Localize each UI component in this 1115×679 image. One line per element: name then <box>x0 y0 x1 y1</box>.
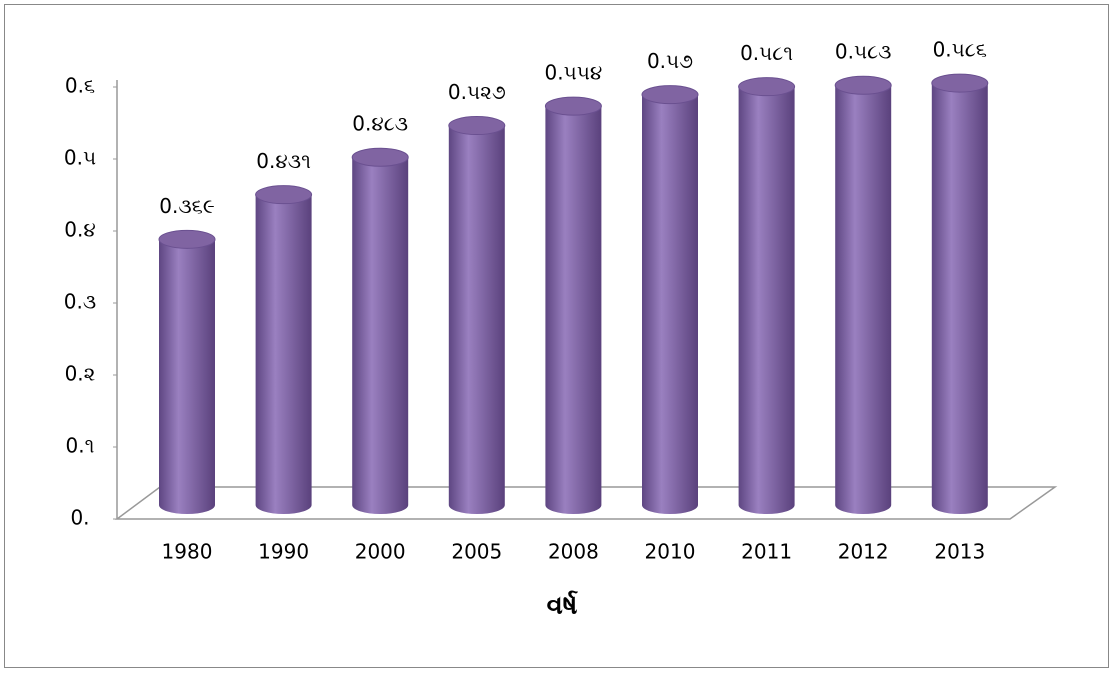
data-label: 0.૪૮૩ <box>352 112 408 136</box>
y-tick-label: 0.૪ <box>64 218 95 242</box>
y-tick-label: 0.૧ <box>66 434 95 458</box>
bar <box>158 229 216 514</box>
bar-cap <box>544 96 602 116</box>
data-label: 0.૫૫૪ <box>545 61 603 85</box>
x-tick-label: 1990 <box>258 540 309 564</box>
bar-cap <box>255 185 313 205</box>
bar-cap <box>834 75 892 95</box>
data-label: 0.૩૬૯ <box>159 194 215 218</box>
x-tick-label: 2012 <box>838 540 889 564</box>
bar <box>834 75 892 515</box>
data-label: 0.૫૮૩ <box>835 40 892 64</box>
bar <box>544 96 602 515</box>
y-tick-label: 0. <box>70 506 89 530</box>
y-tick-label: 0.૫ <box>64 146 96 170</box>
bar-body <box>642 94 698 514</box>
bar-cap <box>641 85 699 105</box>
y-tick-label: 0.૬ <box>65 74 95 98</box>
bar <box>738 77 796 515</box>
x-tick-label: 2010 <box>645 540 696 564</box>
bar <box>255 185 313 514</box>
x-axis-title: વર્ષ <box>547 590 579 621</box>
bar <box>448 116 506 514</box>
bar-cap <box>931 73 989 93</box>
data-label: 0.૫૨૭ <box>448 80 506 104</box>
bar-body <box>835 85 892 515</box>
bar-cap <box>351 147 409 167</box>
bar <box>641 85 699 514</box>
bar-body <box>545 106 602 515</box>
data-label: 0.૫૮૧ <box>740 41 793 65</box>
bar-body <box>159 239 215 514</box>
x-tick-label: 2013 <box>934 540 985 564</box>
bar <box>931 73 989 514</box>
bar-cap <box>158 229 216 249</box>
bar-cap <box>448 116 506 136</box>
x-tick-label: 2000 <box>355 540 406 564</box>
bar-body <box>352 157 409 515</box>
y-tick-label: 0.૨ <box>65 362 96 386</box>
floor <box>114 486 1058 520</box>
x-tick-label: 1980 <box>162 540 213 564</box>
x-tick-label: 2008 <box>548 540 599 564</box>
bar-body <box>738 86 795 515</box>
bar <box>351 147 409 515</box>
bar-cap <box>738 77 796 97</box>
data-label: 0.૫૭ <box>647 49 693 73</box>
data-label: 0.૪૩૧ <box>256 149 311 173</box>
bar-body <box>255 194 312 514</box>
bar-body <box>448 125 505 514</box>
x-tick-label: 2011 <box>741 540 792 564</box>
x-tick-label: 2005 <box>451 540 502 564</box>
data-label: 0.૫૮૬ <box>933 38 987 62</box>
y-tick-label: 0.૩ <box>64 290 96 314</box>
bar-body <box>931 83 988 514</box>
